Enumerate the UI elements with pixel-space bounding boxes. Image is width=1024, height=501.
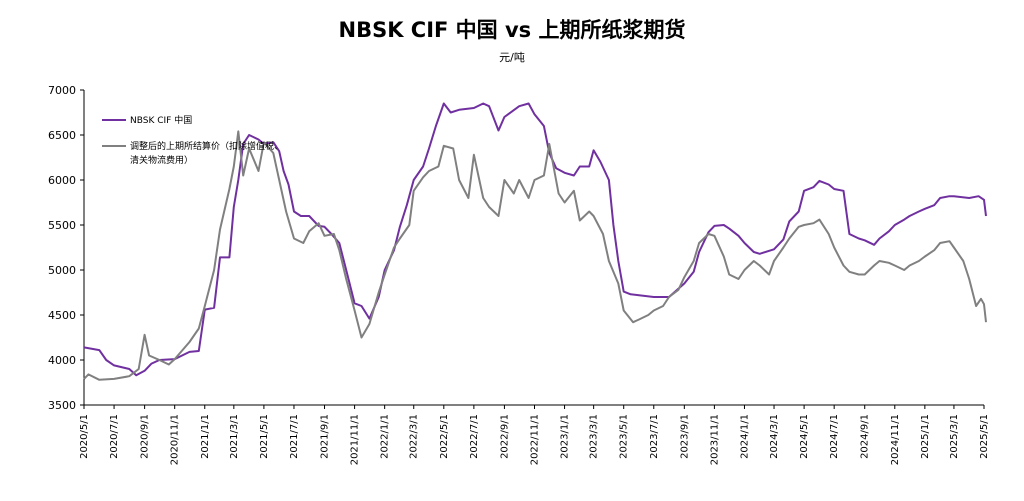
x-tick-label: 2023/1/1 [560,414,571,459]
legend-label-2-line-2: 清关物流费用） [130,154,193,166]
y-tick-label: 5500 [48,219,76,232]
x-tick-label: 2025/1/1 [920,414,931,459]
x-tick-label: 2023/5/1 [619,414,630,459]
x-tick-label: 2024/3/1 [769,414,780,459]
x-tick-label: 2022/1/1 [380,414,391,459]
x-tick-label: 2022/11/1 [529,414,540,465]
y-tick-label: 6000 [48,174,76,187]
x-tick-label: 2024/7/1 [829,414,840,459]
x-tick-label: 2024/9/1 [860,414,871,459]
x-tick-label: 2022/3/1 [409,414,420,459]
y-tick-label: 4000 [48,354,76,367]
x-tick-label: 2023/9/1 [679,414,690,459]
x-tick-label: 2021/7/1 [289,414,300,459]
x-tick-label: 2023/11/1 [709,414,720,465]
legend-label-2-line-1: 调整后的上期所结算价（扣除增值税、 [130,140,283,152]
y-tick-label: 3500 [48,399,76,412]
y-tick-label: 7000 [48,84,76,97]
x-tick-label: 2020/7/1 [109,414,120,459]
x-tick-label: 2024/5/1 [799,414,810,459]
x-tick-label: 2022/7/1 [469,414,480,459]
x-tick-label: 2022/9/1 [499,414,510,459]
y-tick-label: 6500 [48,129,76,142]
x-tick-label: 2024/11/1 [890,414,901,465]
y-tick-label: 5000 [48,264,76,277]
legend-label-1: NBSK CIF 中国 [130,114,192,126]
x-tick-label: 2021/5/1 [259,414,270,459]
chart-axes [83,90,984,406]
y-axis-ticks: 3500 4000 4500 5000 5500 6000 6500 7000 [48,84,84,412]
x-tick-label: 2020/11/1 [170,414,181,465]
x-tick-label: 2023/3/1 [589,414,600,459]
x-tick-label: 2021/9/1 [320,414,331,459]
x-tick-label: 2021/3/1 [229,414,240,459]
x-tick-label: 2025/3/1 [949,414,960,459]
chart-unit-label: 元/吨 [499,51,525,64]
x-tick-label: 2020/9/1 [140,414,151,459]
x-tick-label: 2021/11/1 [350,414,361,465]
x-tick-label: 2023/7/1 [649,414,660,459]
y-tick-label: 4500 [48,309,76,322]
x-tick-label: 2021/1/1 [200,414,211,459]
chart-title: NBSK CIF 中国 vs 上期所纸浆期货 [338,18,686,42]
series-lines [83,102,987,381]
series-line-2 [83,130,987,381]
series-line-1 [83,102,987,377]
x-tick-label: 2024/1/1 [739,414,750,459]
x-tick-label: 2025/5/1 [979,414,990,459]
x-tick-label: 2022/5/1 [439,414,450,459]
x-axis-ticks: 2020/5/1 2020/7/1 2020/9/1 2020/11/1 2021/1/… [79,405,990,465]
x-tick-label: 2020/5/1 [79,414,90,459]
